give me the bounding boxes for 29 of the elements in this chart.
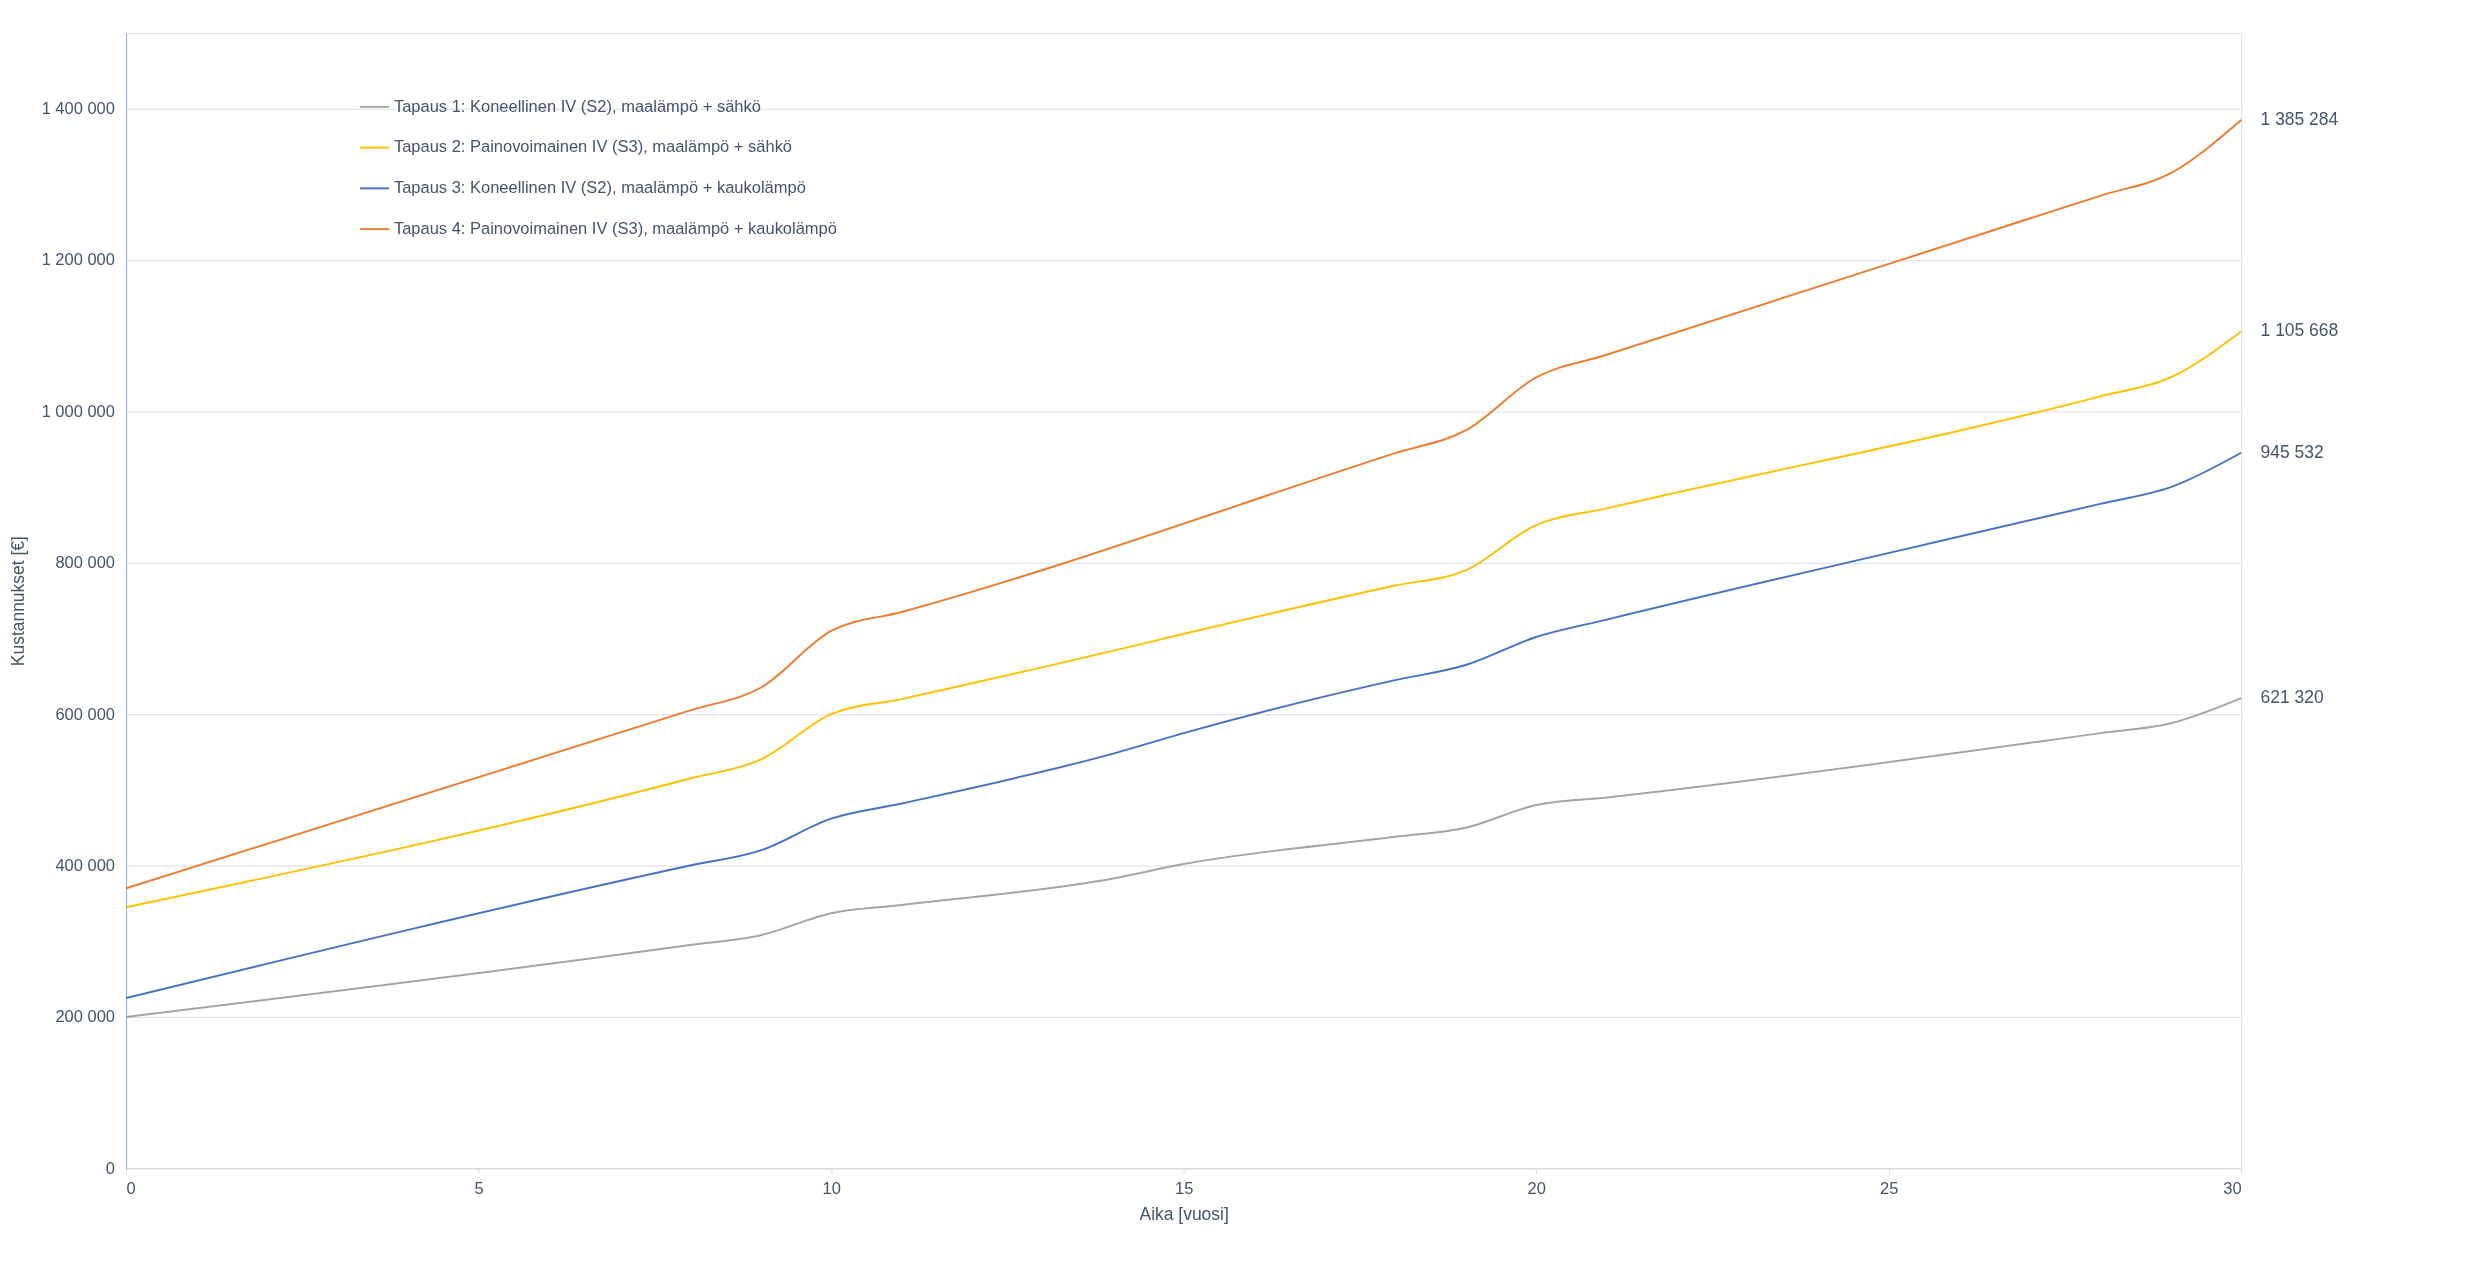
data-label: 1 105 668 (2260, 320, 2339, 341)
x-tick-label: 20 (1527, 1178, 1546, 1197)
data-label: 621 320 (2260, 686, 2324, 707)
y-tick-label: 1 400 000 (41, 99, 115, 118)
legend-label: Tapaus 2: Painovoimainen IV (S3), maalämpö + sähkö (393, 137, 793, 156)
x-tick-label: 25 (1879, 1178, 1899, 1197)
legend-label: Tapaus 4: Painovoimainen IV (S3), maalämpö + kaukolämpö (393, 218, 837, 237)
x-tick-label: 15 (1174, 1178, 1194, 1197)
line-series (125, 451, 2243, 999)
y-axis-title: Kustannukset [€] (8, 536, 29, 667)
y-tick-label: 1 200 000 (41, 250, 115, 269)
y-tick-label: 800 000 (55, 553, 115, 572)
data-label: 945 532 (2260, 441, 2324, 462)
x-tick-label: 5 (474, 1178, 484, 1197)
data-label: 1 385 284 (2260, 108, 2339, 129)
x-tick-label: 0 (126, 1178, 136, 1197)
x-tick-label: 30 (2223, 1178, 2242, 1197)
y-tick-label: 600 000 (55, 704, 115, 723)
line-series (125, 697, 2243, 1018)
y-tick-label: 1 000 000 (41, 401, 115, 420)
y-tick-label: 400 000 (55, 855, 115, 874)
x-tick-label: 10 (822, 1178, 841, 1197)
y-tick-label: 200 000 (55, 1007, 115, 1026)
line-series (125, 330, 2243, 909)
line-series (125, 118, 2243, 890)
x-axis-title: Aika [vuosi] (1139, 1204, 1229, 1225)
legend-label: Tapaus 1: Koneellinen IV (S2), maalämpö + sähkö (393, 96, 761, 115)
y-tick-label: 0 (105, 1158, 115, 1177)
legend-label: Tapaus 3: Koneellinen IV (S2), maalämpö + kaukolämpö (393, 178, 806, 197)
